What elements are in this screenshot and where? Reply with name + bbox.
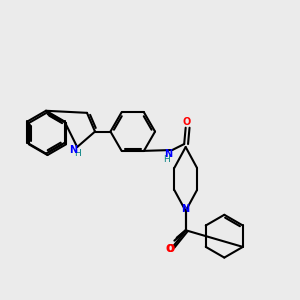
Text: O: O <box>165 244 173 254</box>
Text: H: H <box>163 155 170 164</box>
Text: N: N <box>182 204 190 214</box>
Text: N: N <box>70 145 78 155</box>
Text: O: O <box>182 117 191 127</box>
Text: H: H <box>74 149 81 158</box>
Text: O: O <box>166 244 174 254</box>
Text: N: N <box>164 148 172 159</box>
